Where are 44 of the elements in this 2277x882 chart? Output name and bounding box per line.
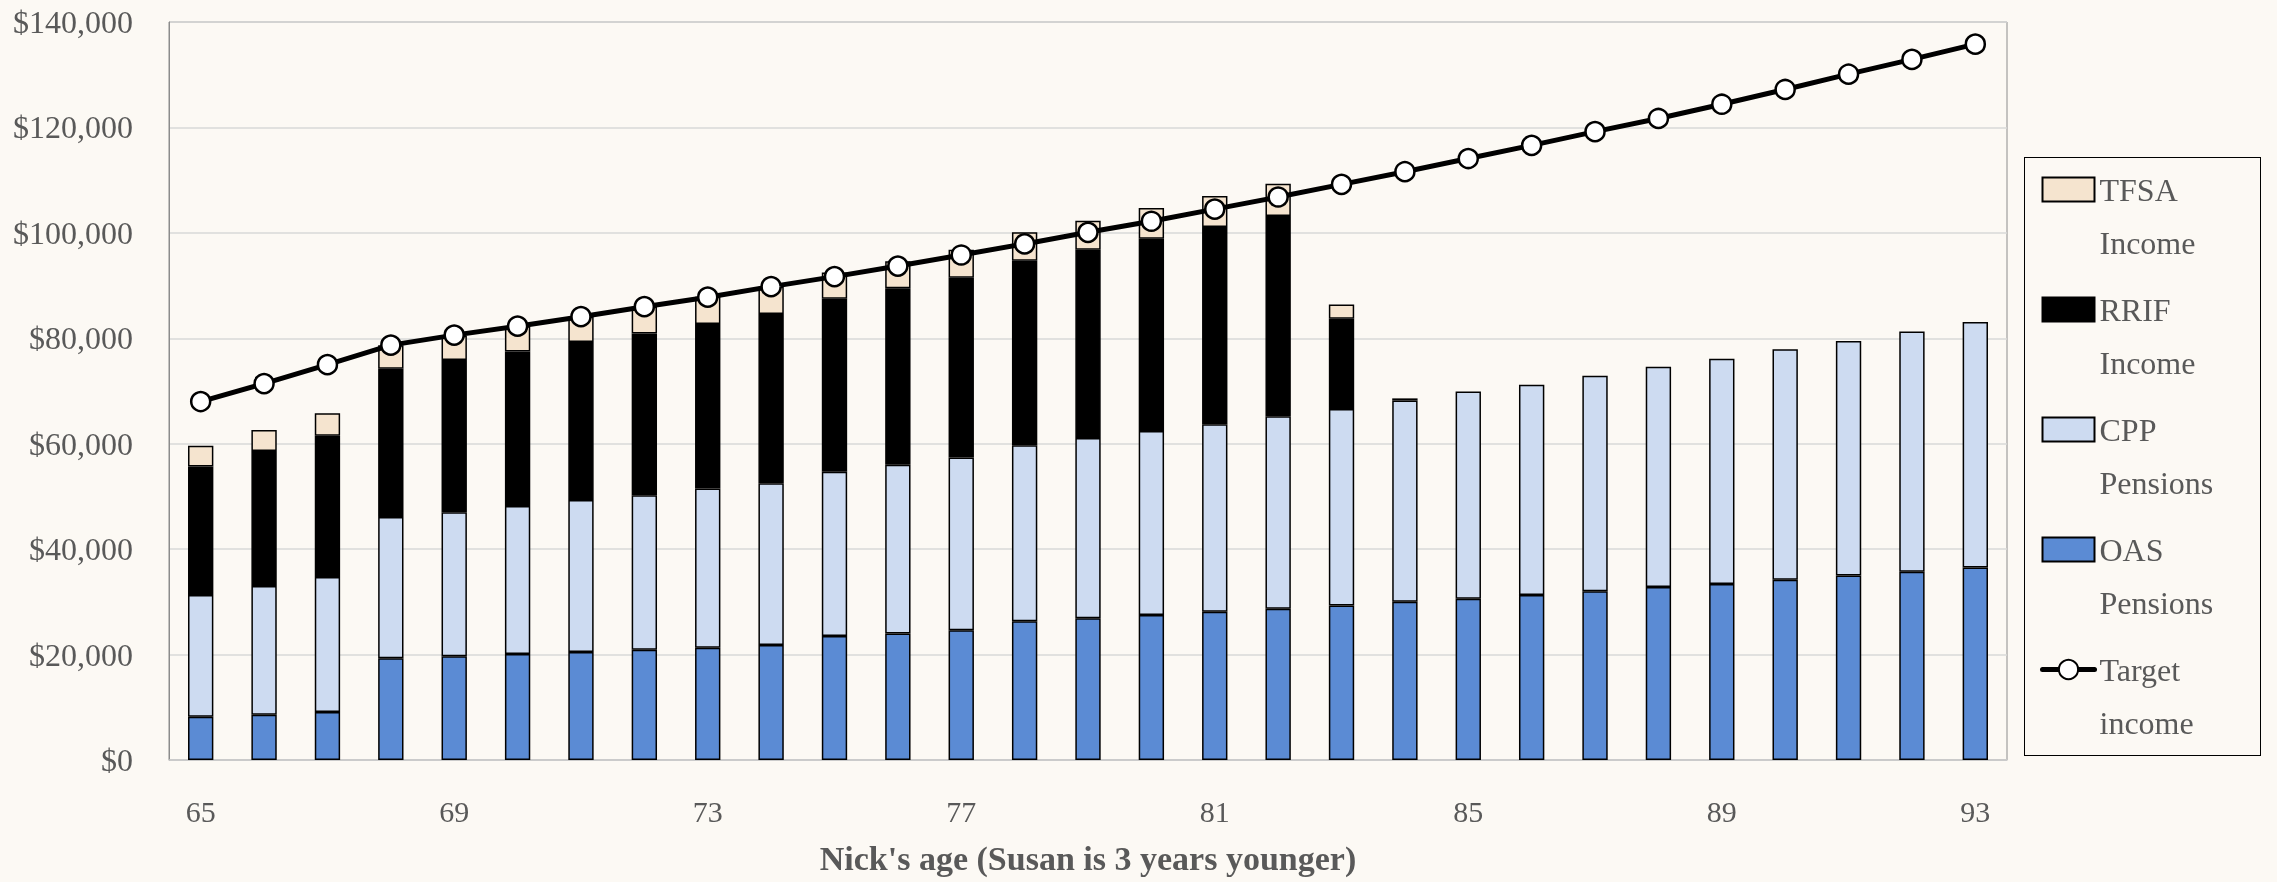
point xyxy=(1901,48,1923,71)
x-tick-label: 77 xyxy=(946,794,977,828)
point xyxy=(1837,63,1860,85)
point xyxy=(1394,160,1416,183)
point xyxy=(506,315,529,337)
x-tick-label: 93 xyxy=(1960,794,1991,828)
y-tick-label: $20,000 xyxy=(29,636,133,673)
point xyxy=(1964,33,1987,55)
point xyxy=(253,372,275,395)
point xyxy=(189,390,212,413)
point xyxy=(1330,173,1353,196)
point xyxy=(1584,120,1606,143)
x-tick-label: 89 xyxy=(1706,794,1737,828)
legend-label: RRIF Income xyxy=(2099,291,2196,381)
point xyxy=(760,275,782,298)
y-tick-label: $140,000 xyxy=(13,4,133,40)
point xyxy=(570,305,592,328)
point xyxy=(696,286,719,308)
x-axis-title: Nick's age (Susan is 3 years younger) xyxy=(819,839,1357,878)
x-tick-label: 73 xyxy=(692,794,723,828)
point xyxy=(380,334,402,356)
x-tick-label: 85 xyxy=(1453,794,1484,828)
legend-label: OAS Pensions xyxy=(2099,531,2214,621)
x-tick-label: 81 xyxy=(1199,794,1230,828)
point xyxy=(823,265,846,288)
x-tick-label: 69 xyxy=(439,794,470,828)
x-tick-label: 65 xyxy=(185,794,216,828)
point xyxy=(1711,93,1733,115)
point xyxy=(1774,78,1796,101)
y-tick-label: $40,000 xyxy=(29,531,133,568)
point xyxy=(1647,107,1670,130)
point xyxy=(1457,147,1480,170)
point xyxy=(443,324,465,346)
point xyxy=(316,353,339,376)
y-tick-label: $100,000 xyxy=(13,214,133,251)
legend-label: Target income xyxy=(2099,651,2194,741)
y-tick-label: $0 xyxy=(101,742,133,778)
legend-label: CPP Pensions xyxy=(2099,411,2214,501)
point xyxy=(1520,134,1543,157)
point xyxy=(633,295,656,318)
y-tick-label: $120,000 xyxy=(13,109,133,146)
legend-label: TFSA Income xyxy=(2099,171,2196,261)
y-tick-label: $80,000 xyxy=(29,320,133,357)
y-tick-label: $60,000 xyxy=(29,425,133,462)
